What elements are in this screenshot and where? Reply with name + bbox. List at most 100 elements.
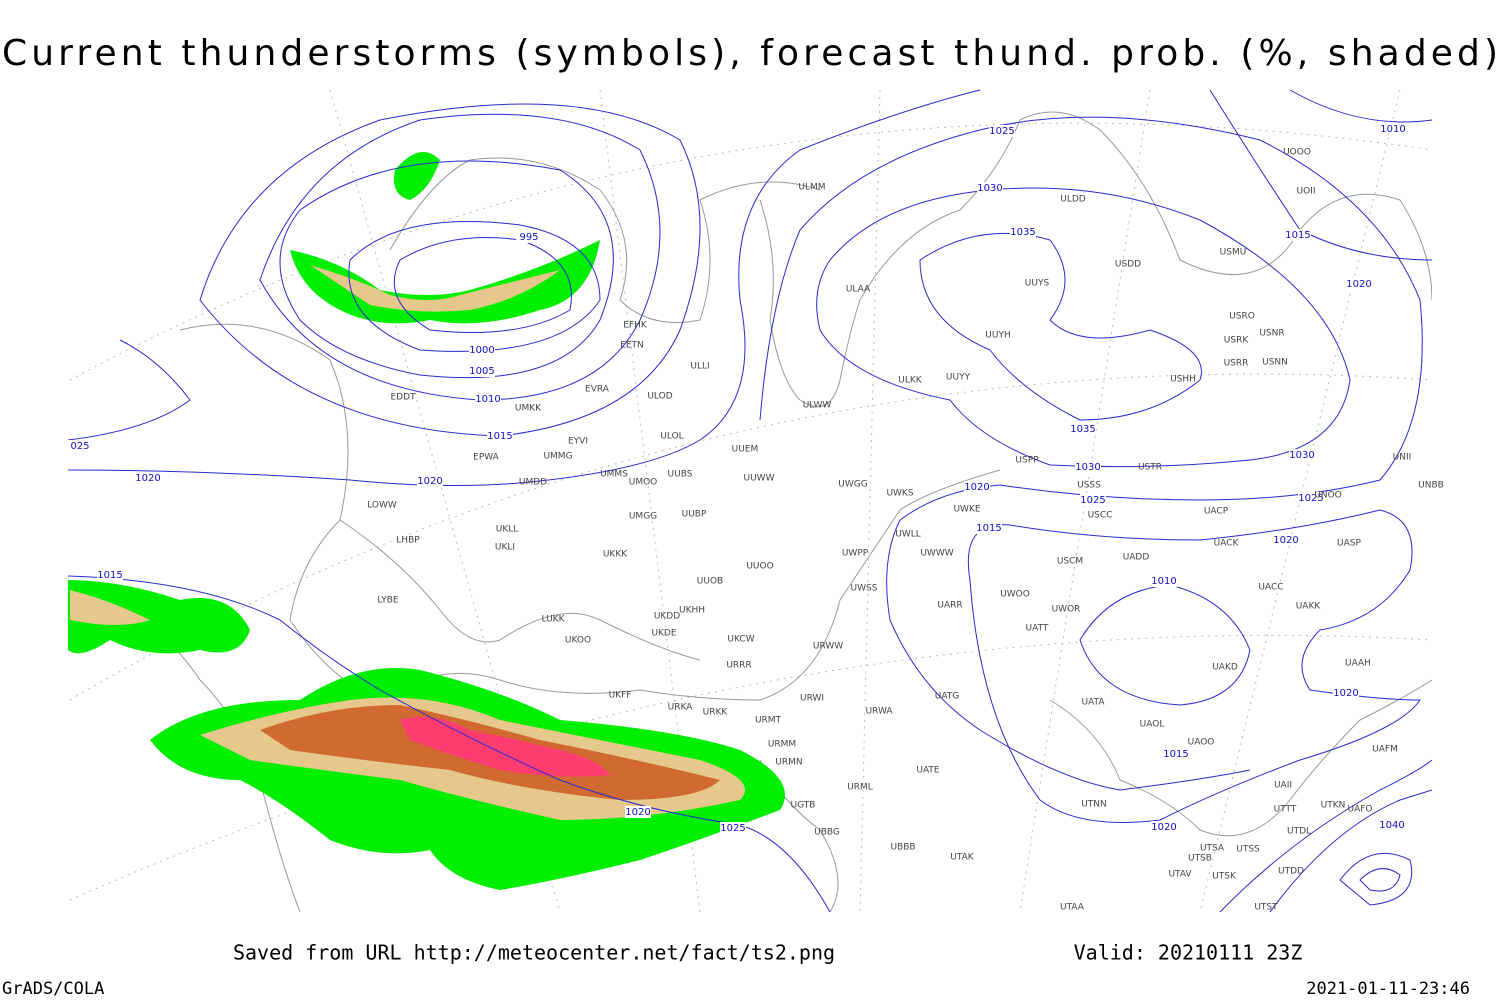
station-code: URWI [800,694,824,704]
isobar-label-bg [1273,534,1299,546]
station-code: UTST [1254,903,1278,913]
isobar-label: 1020 [135,473,160,484]
station-code: UGTB [791,801,816,811]
station-code: UATT [1026,624,1049,634]
isobar-label: 025 [70,441,89,452]
isobar-label-bg [976,522,1002,534]
isobar-label-bg [1163,748,1189,760]
isobar-label-bg [720,822,746,834]
map-frame: 995 1000 1005 1010 1015 1020 1020 025 1015 1025 10… [67,89,1444,913]
station-code: URMT [755,716,782,726]
isobar-label: 1020 [1346,279,1371,290]
isobar-label: 1025 [989,126,1014,137]
station-code: UTSB [1188,854,1212,864]
station-code: UWKE [953,505,980,515]
station-code: URWW [813,642,843,652]
isobar-label: 1005 [469,366,494,377]
isobar-label: 1030 [1289,450,1314,461]
station-code: UUOB [697,577,723,587]
station-code: UTSS [1236,845,1260,855]
station-code: LYBE [377,596,398,606]
station-code: UACK [1214,539,1240,549]
station-code: USCC [1088,511,1113,521]
station-code: URWA [865,707,893,717]
isobar-label: 1030 [977,183,1002,194]
isobar-label: 1020 [1273,535,1298,546]
station-code: UMOO [629,478,658,488]
station-code: UWLL [895,530,921,540]
station-code: UTAV [1168,870,1192,880]
station-code: UBBB [890,843,915,853]
station-code: UOII [1297,187,1316,197]
station-code: UAFO [1347,805,1372,815]
graticule [69,89,1432,912]
isobar-label-bg [1379,819,1405,831]
station-code: UADD [1123,553,1150,563]
station-code: UKLL [496,525,519,535]
isobar-label-bg [1298,492,1324,504]
station-code: UTDL [1287,827,1311,837]
station-code: UOOO [1283,148,1311,158]
station-code: UASP [1337,539,1361,549]
station-code: ULWW [803,401,832,411]
station-code: EDDT [390,393,416,403]
station-code: URML [847,783,873,793]
station-code: EVRA [585,385,610,395]
station-code: UAOL [1140,720,1165,730]
station-code: UTDD [1278,867,1304,877]
station-code: USSS [1077,481,1101,491]
isobar-label: 1035 [1070,424,1095,435]
station-code: USNR [1259,329,1284,339]
station-code: UMGG [629,512,657,522]
station-code: URMN [775,758,802,768]
station-code: USHH [1170,375,1196,385]
station-code: UKLI [495,543,515,553]
isobar-label-bg [417,475,443,487]
source-url: Saved from URL http://meteocenter.net/fa… [233,941,835,965]
station-code: USRR [1224,359,1249,369]
station-code: UUEM [732,445,759,455]
isobar-label-bg [625,806,651,818]
isobar-label-bg [1380,123,1406,135]
station-code: URRR [726,661,751,671]
station-code: UKKK [603,550,628,560]
station-code: ULOL [660,432,683,442]
station-code: UMMG [543,452,572,462]
isobar-label-bg [1080,494,1106,506]
isobar-label-bg [135,472,161,484]
isobar-label: 1040 [1379,820,1404,831]
isobar-label: 1025 [1298,493,1323,504]
station-code: EYVI [568,437,588,447]
isobar-label-bg [1285,229,1311,241]
isobar-label-bg [97,569,123,581]
isobar-label-bg [1010,226,1036,238]
station-code: UUYS [1025,279,1050,289]
station-code: UATG [935,692,960,702]
station-code: UNII [1393,453,1412,463]
isobar-label-bg [1151,575,1177,587]
station-code: UACP [1204,507,1229,517]
station-code: UWOO [1000,590,1030,600]
isobar-label-bg [67,440,93,452]
isobar-label: 1015 [976,523,1001,534]
isobar-label: 1015 [1285,230,1310,241]
station-code: UUYH [985,331,1010,341]
isobar-label: 1000 [469,345,494,356]
isobar-label: 1010 [475,394,500,405]
station-code: ULKK [898,376,923,386]
station-code: LOWW [367,501,397,511]
isobar-label-bg [977,182,1003,194]
station-code: URMM [768,740,796,750]
station-code: USRK [1224,336,1250,346]
station-code: UARR [937,601,962,611]
station-code: UUOO [746,562,773,572]
station-code: LUKK [542,615,566,625]
station-code: UATA [1081,698,1105,708]
timestamp: 2021-01-11-23:46 [1306,979,1470,999]
station-code: UNOO [1314,491,1342,501]
station-code: LHBP [396,536,420,546]
isobar-label-bg [1333,687,1359,699]
station-code: UWOR [1052,605,1081,615]
isobar-label-bg [1289,449,1315,461]
